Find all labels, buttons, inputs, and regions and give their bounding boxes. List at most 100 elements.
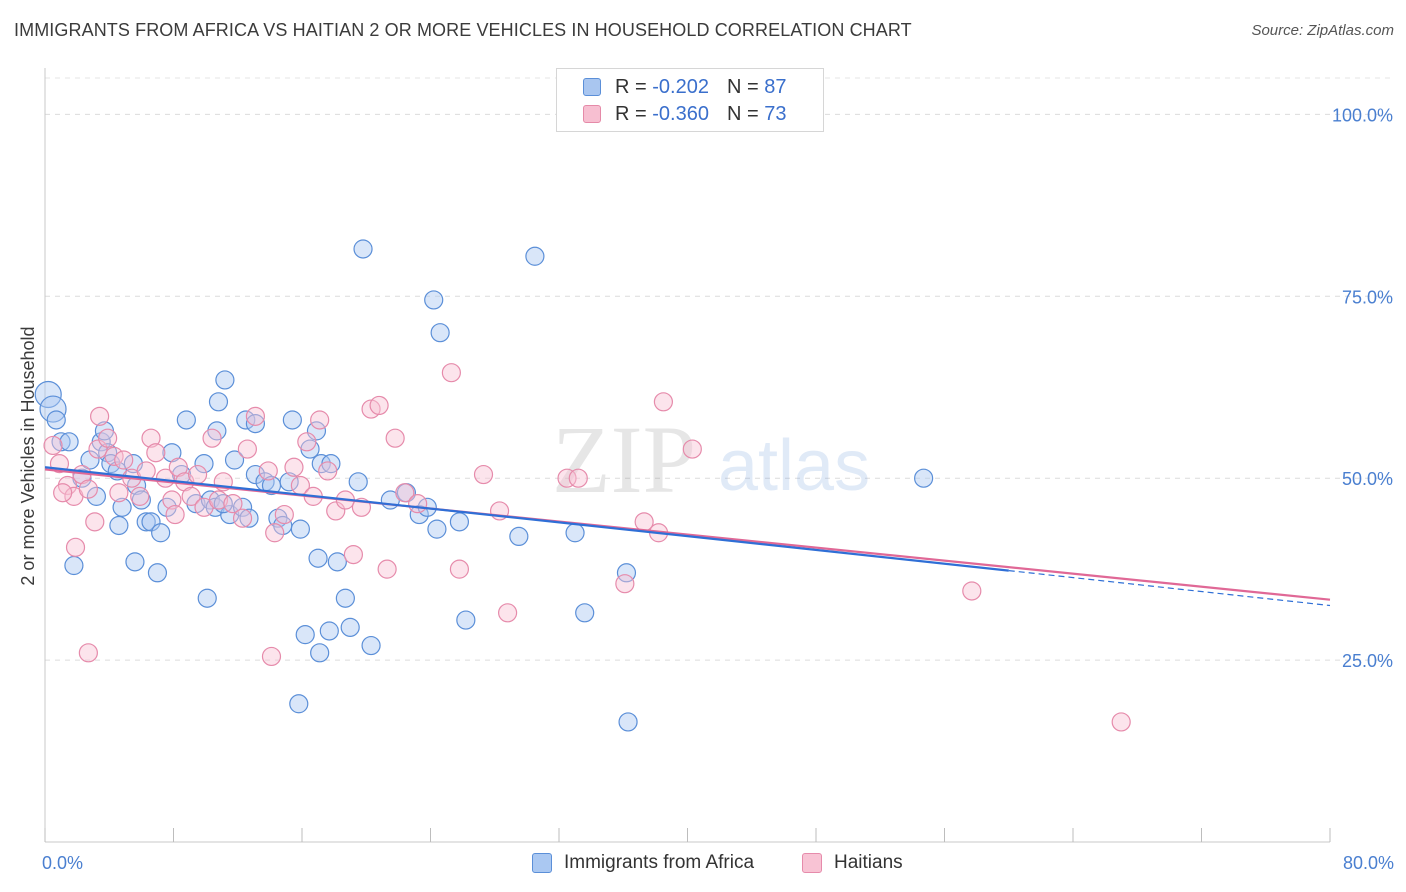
haiti-point [78, 479, 98, 499]
haiti-point [297, 432, 317, 452]
legend-r-label: R = [615, 102, 647, 125]
africa-point [232, 497, 253, 517]
x-tick-label-right: 80.0% [1343, 853, 1394, 873]
africa-point [295, 625, 315, 645]
africa-point [424, 290, 444, 310]
africa-point [112, 497, 132, 517]
bottom-legend-label-africa: Immigrants from Africa [564, 852, 755, 873]
watermark-atlas: atlas [718, 426, 870, 506]
y-tick-label: 50.0% [1342, 469, 1393, 489]
watermark: ZIP atlas [552, 406, 870, 513]
africa-point [340, 617, 360, 637]
haiti-point [85, 512, 105, 532]
africa-point [208, 392, 229, 412]
africa-point [509, 526, 529, 547]
bottom-legend-africa: Immigrants from Africa [532, 852, 754, 874]
bottom-legend-swatch-haiti [802, 853, 822, 873]
haiti-point [473, 464, 494, 485]
gridlines [45, 77, 1392, 661]
haiti-point [343, 544, 363, 565]
africa-point [136, 512, 156, 532]
haiti-point [43, 435, 63, 456]
africa-point [618, 712, 638, 732]
haiti-point [395, 483, 415, 503]
legend-n-label: N = [726, 75, 759, 98]
haiti-point [441, 363, 461, 383]
haiti-point [284, 457, 304, 477]
axes [44, 68, 1331, 843]
legend-r-value: -0.202 [652, 75, 709, 98]
source-label: Source: ZipAtlas.com [1251, 22, 1394, 39]
haiti-point [223, 494, 243, 514]
africa-point [236, 410, 256, 430]
y-tick-label: 25.0% [1342, 651, 1393, 671]
haiti-point [326, 501, 346, 521]
haiti-point [245, 406, 266, 426]
africa-point [125, 552, 145, 572]
haiti-point [310, 410, 330, 430]
y-tick-label: 75.0% [1342, 287, 1393, 307]
haiti-point [557, 468, 577, 488]
legend-row-haiti: R = -0.360 N = 73 [583, 102, 786, 126]
africa-point [59, 432, 79, 452]
africa-point [151, 523, 171, 543]
africa-point [456, 610, 476, 630]
africa-point [141, 512, 161, 532]
africa-point [290, 519, 310, 539]
africa-point [197, 588, 217, 608]
haiti-point [232, 508, 253, 528]
haiti-point [165, 504, 185, 525]
africa-point [245, 464, 266, 485]
y-axis-title: 2 or more Vehicles in Household [18, 326, 38, 585]
africa-point [327, 552, 347, 572]
haiti-point [187, 464, 208, 485]
x-tick-label-left: 0.0% [42, 853, 83, 873]
africa-point [449, 512, 470, 532]
legend-n-label: N = [726, 102, 759, 125]
haiti-point [208, 490, 229, 510]
chart-title: IMMIGRANTS FROM AFRICA VS HAITIAN 2 OR M… [14, 20, 912, 40]
africa-point [80, 450, 100, 470]
africa-point [194, 454, 214, 474]
africa-point [361, 635, 381, 656]
legend-n-value: 73 [764, 102, 787, 125]
haiti-point [385, 428, 405, 448]
haiti-point [265, 523, 285, 543]
haiti-point [88, 439, 108, 459]
haiti-point [369, 395, 389, 416]
africa-point [430, 323, 450, 343]
africa-point [215, 370, 235, 390]
africa-point [319, 621, 339, 641]
watermark-zip: ZIP [552, 406, 696, 513]
africa-point [98, 443, 118, 463]
haiti-point [568, 468, 588, 488]
y-tick-label: 100.0% [1332, 105, 1393, 125]
africa-point [86, 486, 107, 506]
africa-point [64, 555, 84, 576]
africa-point [224, 450, 245, 470]
bottom-legend-label-haiti: Haitians [834, 852, 903, 873]
haiti-point [104, 446, 124, 466]
haiti-point [202, 428, 222, 448]
africa-point [282, 410, 302, 430]
haiti-point [318, 461, 338, 481]
africa-point [109, 515, 129, 536]
legend: R = -0.202 N = 87 R = -0.360 N = 73 [556, 68, 824, 132]
haiti-point [141, 428, 161, 448]
haiti-point [78, 643, 98, 663]
haiti-point [237, 439, 257, 459]
haiti-point [962, 581, 982, 601]
haiti-point [377, 559, 397, 579]
africa-point [310, 643, 330, 663]
africa-point [245, 414, 266, 434]
trend-line-africa-extension [1008, 570, 1331, 607]
haiti-point [274, 504, 294, 525]
africa-point [525, 246, 545, 266]
africa-point [335, 588, 355, 608]
legend-row-africa: R = -0.202 N = 87 [583, 75, 786, 99]
bottom-legend-swatch-africa [532, 853, 552, 873]
haiti-point [261, 646, 282, 667]
haiti-point [1111, 712, 1131, 732]
africa-point [308, 548, 328, 568]
haiti-point [181, 486, 201, 506]
